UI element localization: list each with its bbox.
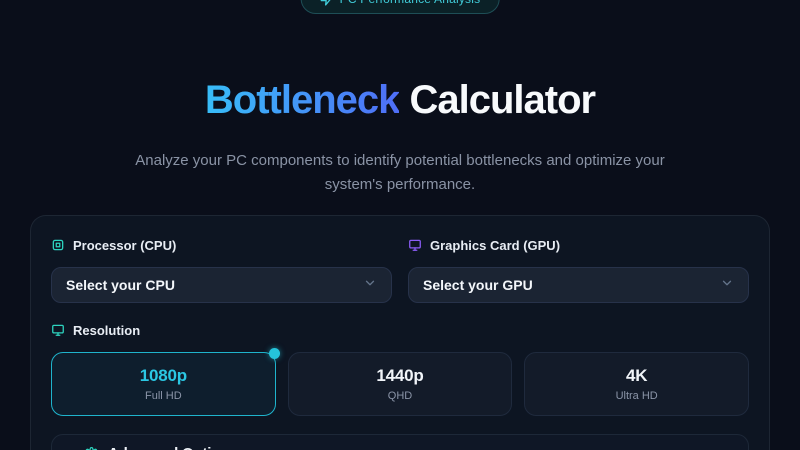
resolution-value: 1440p [376,366,424,385]
badge-label: PC Performance Analysis [340,0,481,6]
page-title-rest: Calculator [399,78,597,122]
page-title-accent: Bottleneck [204,78,400,122]
resolution-option-1440p[interactable]: 1440p QHD [287,352,513,416]
gpu-select[interactable]: Select your GPU [408,267,749,303]
advanced-options-label: Advanced Options [108,445,238,450]
cpu-select-value: Select your CPU [66,277,175,293]
resolution-sublabel: Full HD [144,390,182,402]
gpu-label: Graphics Card (GPU) [430,237,561,253]
gpu-label-row: Graphics Card (GPU) [408,236,749,254]
cpu-chip-icon [51,238,65,252]
gpu-field: Graphics Card (GPU) Select your GPU [408,236,749,303]
gpu-monitor-icon [408,238,422,252]
resolution-sublabel: QHD [387,390,413,402]
chevron-down-icon [363,276,377,295]
resolution-value: 4K [625,366,648,385]
resolution-label-row: Resolution [51,321,749,339]
resolution-value: 1080p [139,366,187,385]
page-title: Bottleneck Calculator [0,76,800,124]
cpu-label: Processor (CPU) [73,237,177,253]
page-subtitle: Analyze your PC components to identify p… [135,152,665,193]
chevron-down-icon [720,276,734,295]
resolution-options: 1080p Full HD 1440p QHD 4K Ultra HD [51,348,749,416]
gpu-select-value: Select your GPU [423,277,533,293]
monitor-icon [51,323,65,337]
performance-analysis-badge: PC Performance Analysis [300,0,500,14]
selected-dot [268,348,280,359]
resolution-sublabel: Ultra HD [615,390,658,402]
cpu-label-row: Processor (CPU) [51,236,392,254]
calculator-card: Processor (CPU) Select your CPU [30,215,770,450]
resolution-option-4k[interactable]: 4K Ultra HD [524,352,749,416]
advanced-options-toggle[interactable]: Advanced Options (Optional) [51,434,749,450]
cpu-field: Processor (CPU) Select your CPU [51,236,392,303]
gear-icon [84,445,99,450]
zap-icon [320,0,333,6]
cpu-select[interactable]: Select your CPU [51,267,392,303]
resolution-option-1080p[interactable]: 1080p Full HD [51,348,280,416]
resolution-label: Resolution [73,322,141,338]
